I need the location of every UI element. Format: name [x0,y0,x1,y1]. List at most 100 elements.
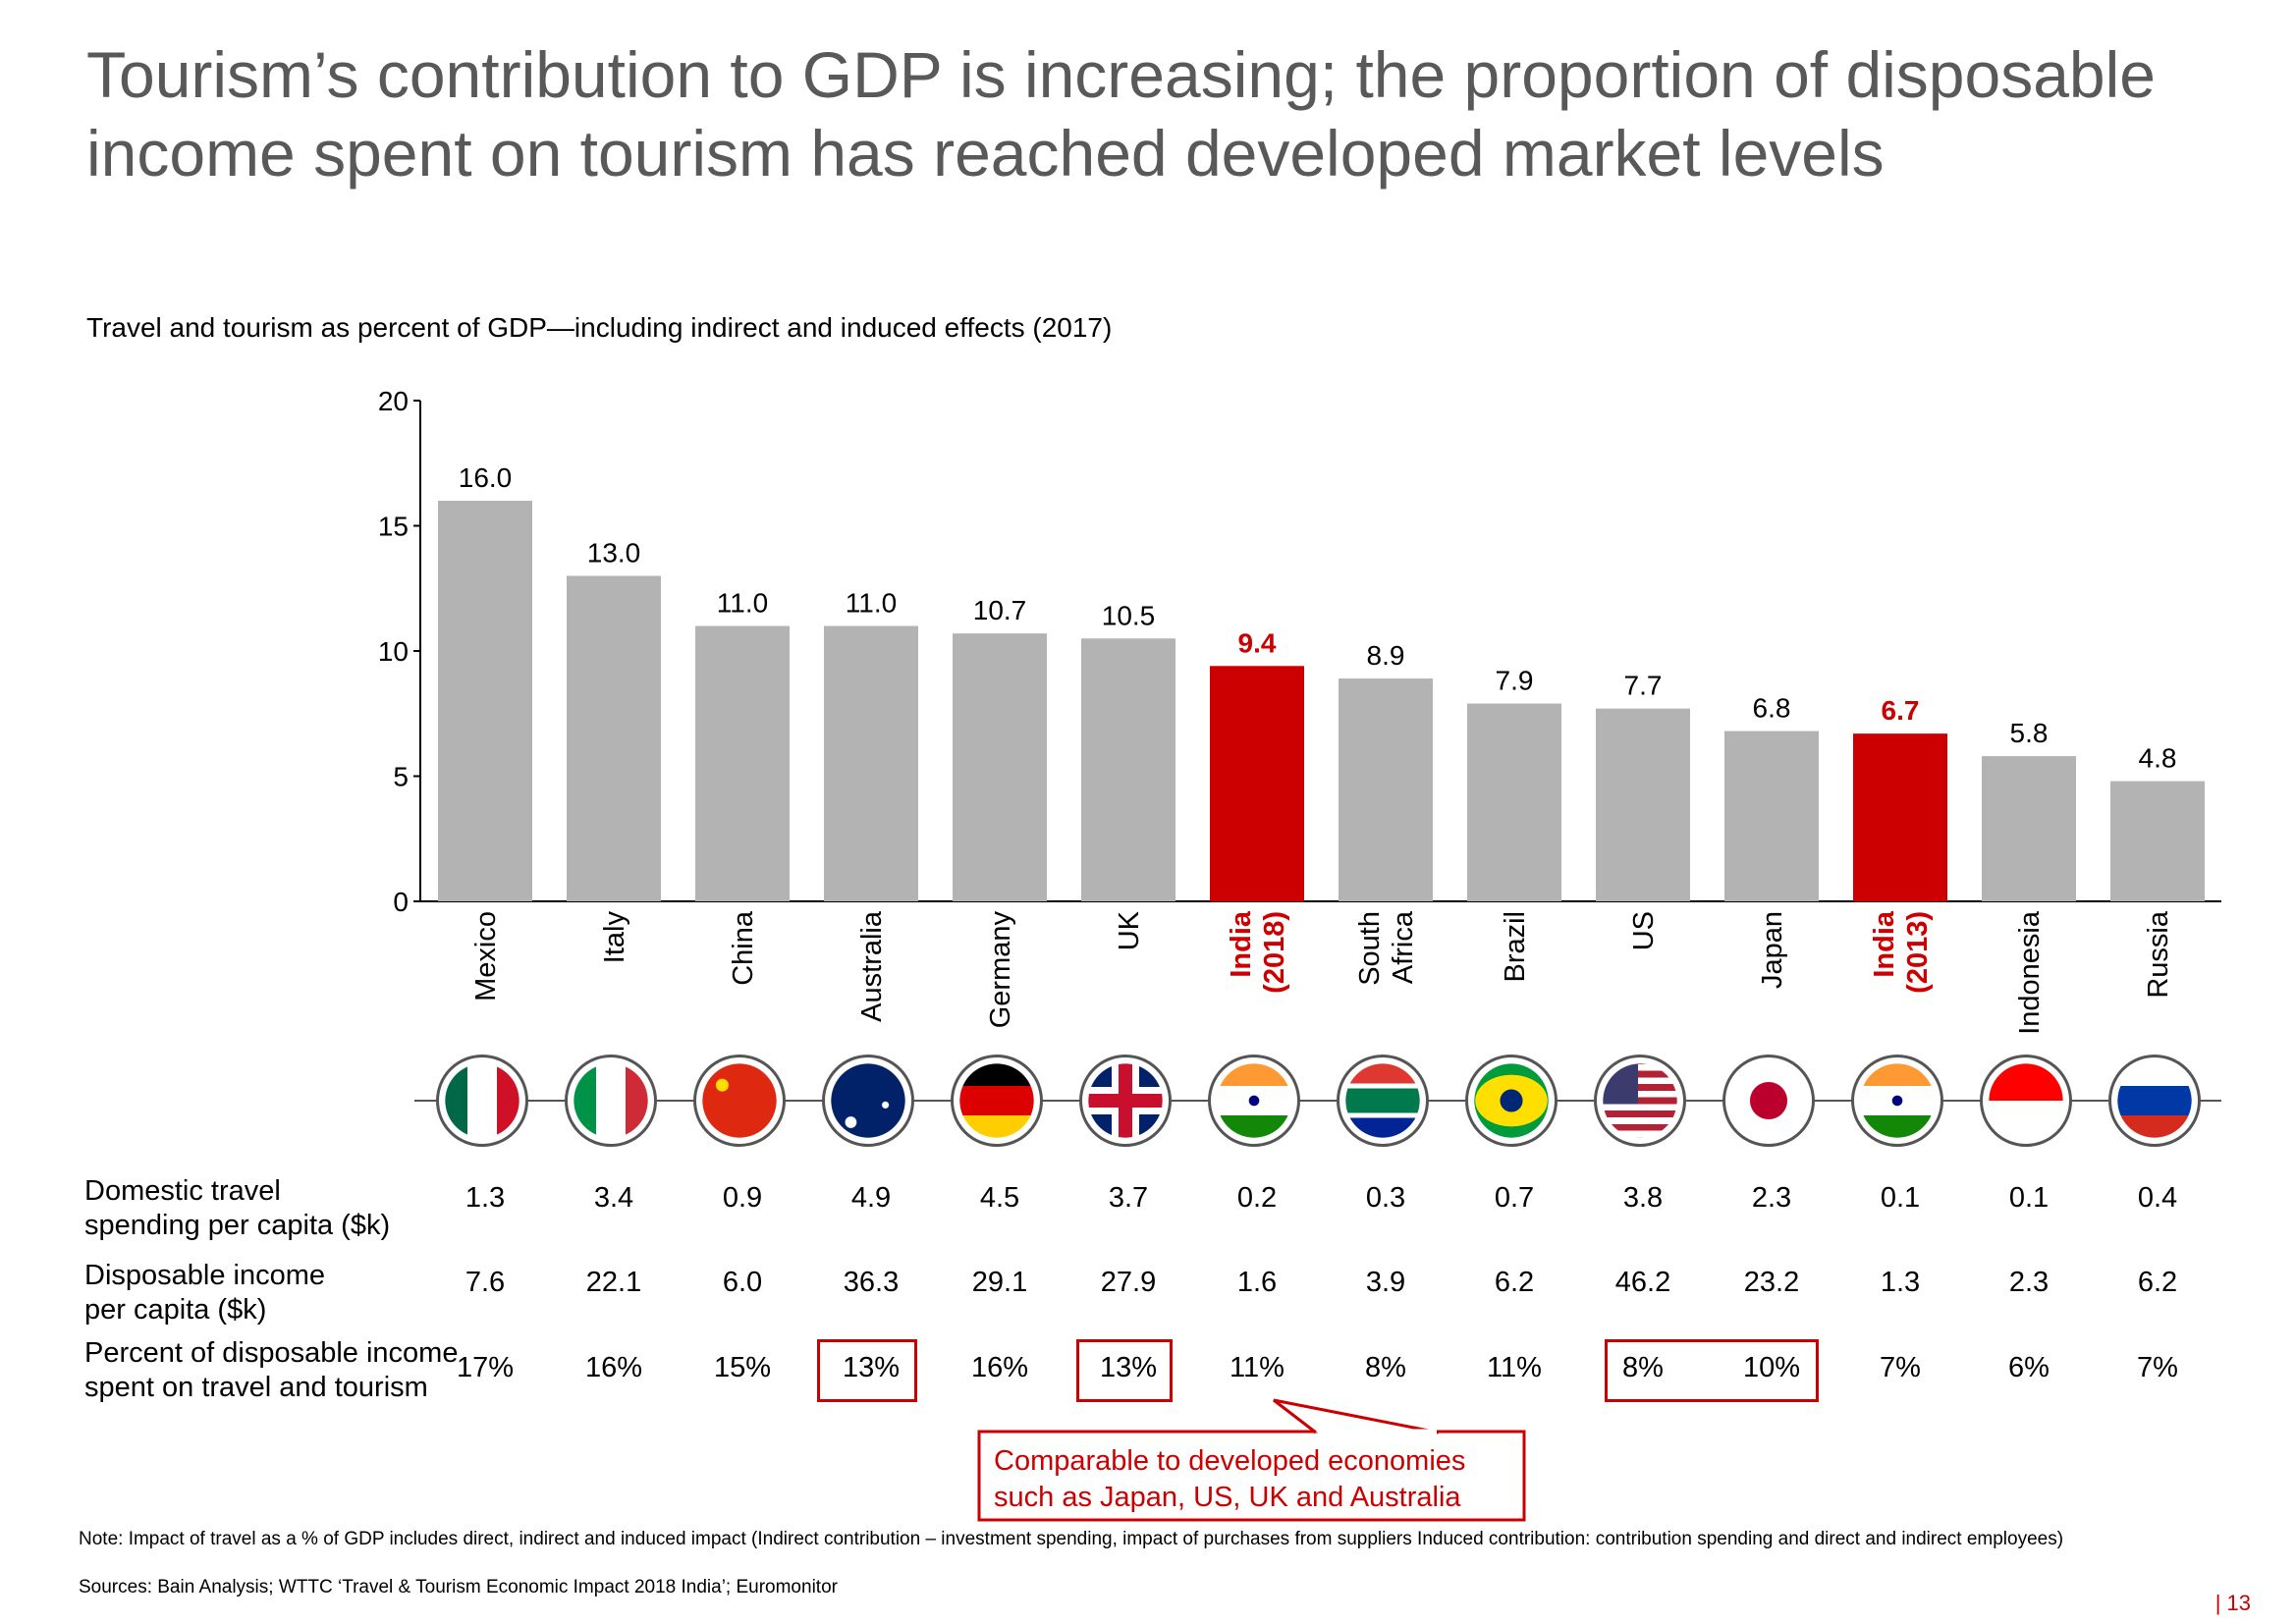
y-tick-label: 15 [378,512,409,542]
bar [1210,666,1304,901]
table-cell: 36.3 [843,1267,900,1298]
row-label-percent-spent: Percent of disposable income spent on tr… [84,1336,458,1405]
japan-flag-icon [1722,1055,1815,1147]
callout-line: such as Japan, US, UK and Australia [994,1482,1461,1513]
highlight-box-us-japan [1605,1339,1819,1402]
table-cell: 6.2 [1494,1267,1535,1298]
table-cell: 3.9 [1365,1267,1406,1298]
row-label-line: Percent of disposable income [84,1337,459,1369]
mexico-flag-icon [436,1055,528,1147]
category-label: Japan [1757,911,1788,989]
y-tick-label: 5 [393,762,409,792]
row-label-disposable-income: Disposable income per capita ($k) [84,1259,325,1327]
page-title: Tourism’s contribution to GDP is increas… [86,38,2157,189]
data-label: 5.8 [2010,718,2049,748]
category-label: Brazil [1500,911,1531,983]
table-cell: 1.3 [1880,1267,1921,1298]
india-flag-icon [1208,1055,1300,1147]
bar [438,501,532,901]
table-cell: 15% [713,1352,772,1383]
russia-flag-icon [2108,1055,2201,1147]
data-label: 6.8 [1753,693,1791,724]
bar [824,625,918,901]
table-cell: 0.9 [722,1182,763,1214]
bar [1081,638,1175,901]
category-label: Africa [1388,910,1419,984]
table-cell: 7.6 [465,1267,506,1298]
callout-line: Comparable to developed economies [994,1445,1466,1477]
data-label: 16.0 [459,462,513,493]
china-flag-icon [693,1055,786,1147]
bar [2110,781,2205,901]
data-label: 7.7 [1624,671,1663,701]
data-label: 11.0 [846,588,897,619]
category-label: China [728,910,759,986]
bar [1467,703,1561,901]
table-cell: 0.4 [2137,1182,2178,1214]
data-label: 10.5 [1102,600,1156,630]
page-number: | 13 [2214,1591,2251,1615]
table-cell: 1.3 [465,1182,506,1214]
category-label: India [1226,910,1257,978]
table-cell: 7% [1880,1352,1921,1383]
table-cell: 0.1 [1880,1182,1921,1214]
category-label: Russia [2143,910,2174,999]
table-cell: 7% [2137,1352,2178,1383]
table-cell: 23.2 [1743,1267,1800,1298]
category-label: Australia [856,910,888,1022]
footnote: Note: Impact of travel as a % of GDP inc… [79,1529,2064,1549]
italy-flag-icon [565,1055,657,1147]
bar [1982,756,2076,901]
row-label-line: spending per capita ($k) [84,1210,391,1241]
table-cell: 8% [1622,1352,1664,1383]
bar [567,575,661,901]
row-label-line: Domestic travel [84,1175,281,1207]
bar [1339,678,1433,901]
data-label: 9.4 [1238,627,1277,658]
table-cell: 0.7 [1494,1182,1535,1214]
row-label-domestic-spending: Domestic travel spending per capita ($k) [84,1174,390,1243]
data-label: 7.9 [1496,666,1534,696]
data-label: 10.7 [973,595,1027,625]
table-cell: 13% [1099,1352,1158,1383]
australia-flag-icon [822,1055,914,1147]
table-cell: 6.2 [2137,1267,2178,1298]
category-label: Germany [985,911,1016,1029]
data-label: 13.0 [587,538,641,568]
row-label-line: per capita ($k) [84,1294,267,1326]
table-cell: 46.2 [1614,1267,1671,1298]
table-cell: 16% [970,1352,1029,1383]
table-cell: 29.1 [971,1267,1028,1298]
data-label: 11.0 [717,588,768,619]
data-label: 8.9 [1367,640,1405,671]
callout-box: Comparable to developed economies such a… [994,1443,1465,1516]
category-label: Italy [599,911,630,964]
category-label: (2013) [1902,911,1934,994]
y-tick-label: 20 [378,386,409,416]
category-label: India [1869,910,1900,978]
table-cell: 4.9 [850,1182,892,1214]
category-label: US [1628,911,1660,950]
y-tick-label: 0 [393,887,409,917]
brazil-flag-icon [1465,1055,1558,1147]
highlight-box-uk [1076,1339,1173,1402]
bar [1853,733,1947,901]
india-flag-icon [1851,1055,1943,1147]
table-cell: 3.4 [593,1182,634,1214]
table-cell: 0.2 [1236,1182,1278,1214]
table-cell: 17% [456,1352,515,1383]
table-cell: 0.3 [1365,1182,1406,1214]
bar [1596,708,1690,901]
sources: Sources: Bain Analysis; WTTC ‘Travel & T… [79,1577,838,1597]
table-cell: 8% [1365,1352,1406,1383]
table-cell: 6.0 [722,1267,763,1298]
data-label: 4.8 [2139,743,2177,774]
table-cell: 16% [584,1352,643,1383]
category-label: UK [1114,910,1145,950]
indonesia-flag-icon [1980,1055,2072,1147]
south-africa-flag-icon [1337,1055,1429,1147]
category-label: South [1354,911,1386,986]
uk-flag-icon [1079,1055,1172,1147]
table-cell: 22.1 [585,1267,642,1298]
